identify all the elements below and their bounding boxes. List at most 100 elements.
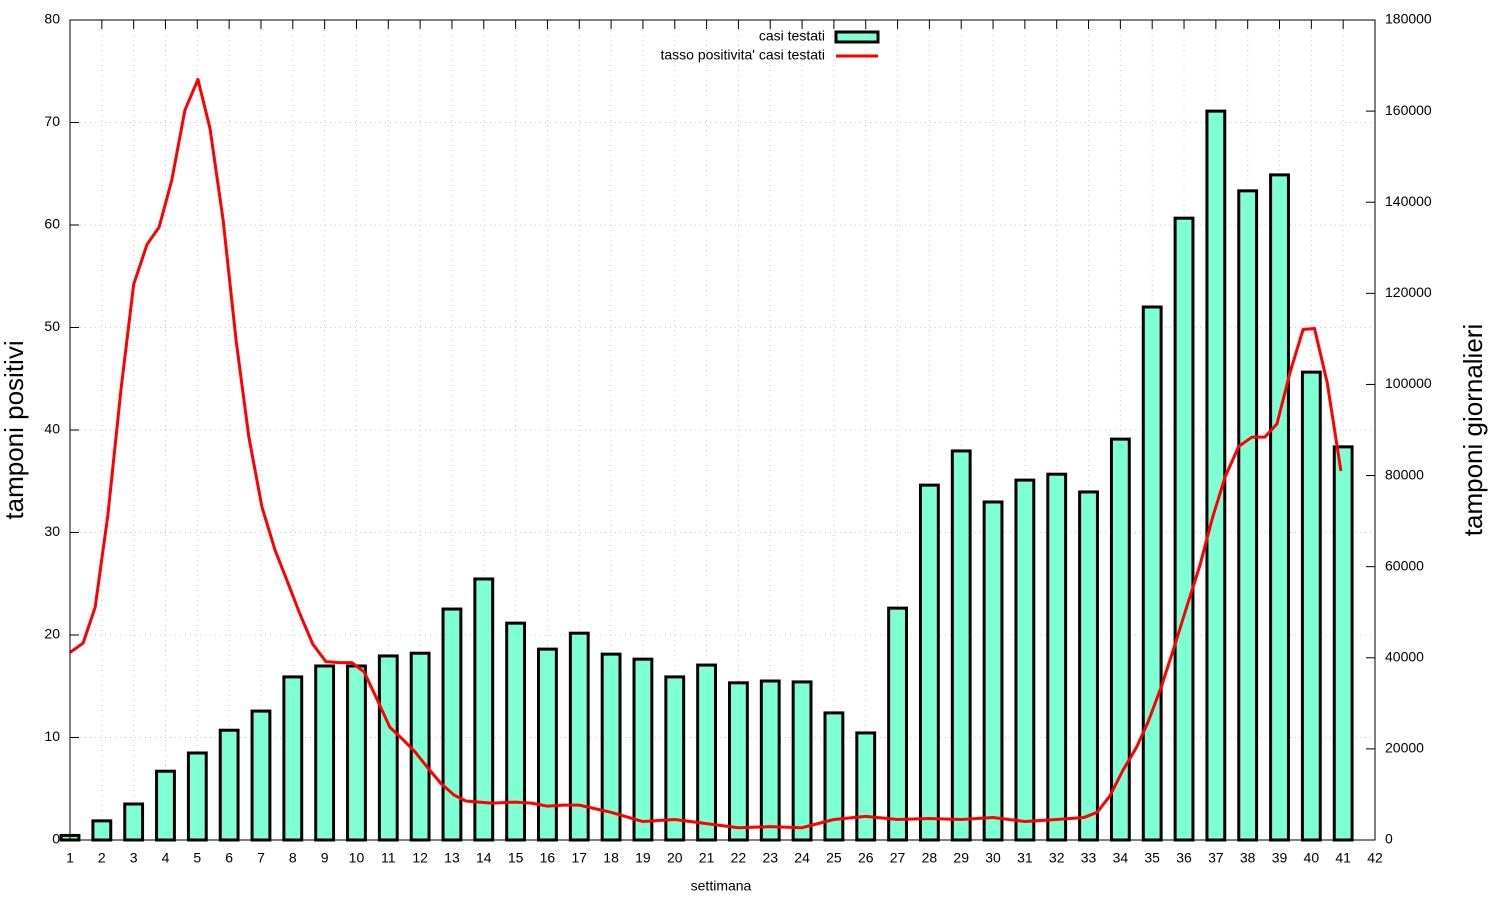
bar xyxy=(505,621,527,842)
y2-tick-label: 160000 xyxy=(1385,102,1432,118)
x-tick-label: 5 xyxy=(193,850,201,866)
x-tick-label: 34 xyxy=(1113,850,1129,866)
bar xyxy=(1237,189,1259,842)
bar xyxy=(123,802,145,842)
bar xyxy=(1078,490,1099,842)
y2-tick-label: 20000 xyxy=(1385,740,1424,756)
bar xyxy=(664,675,686,842)
bar xyxy=(1173,216,1195,842)
x-tick-label: 26 xyxy=(858,850,874,866)
bar xyxy=(282,675,304,842)
x-tick-label: 16 xyxy=(540,850,556,866)
bar xyxy=(377,654,399,842)
x-tick-label: 41 xyxy=(1335,850,1351,866)
x-tick-label: 2 xyxy=(98,850,106,866)
legend-label: tasso positivita' casi testati xyxy=(660,47,825,63)
y-tick-label: 80 xyxy=(44,11,60,27)
y2-axis-label: tamponi giornalieri xyxy=(1458,324,1488,536)
bar xyxy=(314,664,336,842)
bar xyxy=(91,819,113,842)
x-tick-label: 19 xyxy=(635,850,651,866)
x-tick-label: 40 xyxy=(1304,850,1320,866)
legend-label: casi testati xyxy=(759,28,825,44)
x-tick-label: 21 xyxy=(699,850,715,866)
bar xyxy=(155,769,176,842)
bar xyxy=(982,500,1004,842)
x-tick-label: 7 xyxy=(257,850,265,866)
x-tick-label: 15 xyxy=(508,850,524,866)
bar xyxy=(186,751,208,842)
y2-tick-label: 100000 xyxy=(1385,375,1432,391)
x-tick-label: 39 xyxy=(1272,850,1288,866)
bar xyxy=(950,449,972,842)
y-tick-label: 50 xyxy=(44,318,60,334)
y2-tick-label: 180000 xyxy=(1385,11,1432,27)
y-tick-label: 70 xyxy=(44,113,60,129)
x-tick-label: 14 xyxy=(476,850,492,866)
x-tick-label: 24 xyxy=(794,850,810,866)
x-tick-label: 25 xyxy=(826,850,842,866)
bar xyxy=(568,631,590,842)
x-tick-label: 30 xyxy=(985,850,1001,866)
bar xyxy=(346,664,367,842)
y2-tick-label: 120000 xyxy=(1385,284,1432,300)
x-tick-label: 38 xyxy=(1240,850,1256,866)
x-tick-label: 17 xyxy=(571,850,587,866)
bar xyxy=(696,663,717,842)
x-tick-label: 13 xyxy=(444,850,460,866)
bar xyxy=(791,680,813,842)
x-tick-label: 28 xyxy=(922,850,938,866)
x-tick-label: 29 xyxy=(953,850,969,866)
x-tick-label: 27 xyxy=(890,850,906,866)
y2-tick-label: 40000 xyxy=(1385,648,1424,664)
x-tick-label: 10 xyxy=(349,850,365,866)
x-tick-label: 32 xyxy=(1049,850,1065,866)
bar xyxy=(1269,173,1290,842)
x-tick-label: 12 xyxy=(412,850,428,866)
bar xyxy=(759,679,781,842)
bar xyxy=(1300,370,1322,842)
x-tick-label: 6 xyxy=(225,850,233,866)
y2-tick-label: 0 xyxy=(1385,831,1393,847)
y-tick-label: 30 xyxy=(44,523,60,539)
x-tick-label: 31 xyxy=(1017,850,1033,866)
x-tick-label: 4 xyxy=(162,850,170,866)
bar xyxy=(1046,472,1068,842)
bar xyxy=(537,647,558,842)
y2-tick-label: 140000 xyxy=(1385,193,1432,209)
x-tick-label: 18 xyxy=(603,850,619,866)
bar xyxy=(1141,305,1163,842)
x-tick-label: 20 xyxy=(667,850,683,866)
y2-tick-label: 60000 xyxy=(1385,557,1424,573)
bar xyxy=(632,657,654,842)
x-tick-label: 11 xyxy=(381,850,396,866)
line xyxy=(69,77,1343,830)
x-tick-label: 33 xyxy=(1081,850,1097,866)
x-tick-label: 22 xyxy=(731,850,747,866)
y-tick-label: 0 xyxy=(52,831,60,847)
bar xyxy=(1205,109,1227,842)
y-tick-label: 60 xyxy=(44,216,60,232)
x-tick-label: 37 xyxy=(1208,850,1224,866)
x-tick-label: 3 xyxy=(130,850,138,866)
y-axis-label: tamponi positivi xyxy=(0,340,29,519)
y-tick-label: 10 xyxy=(44,728,60,744)
y-tick-label: 20 xyxy=(44,626,60,642)
x-tick-label: 1 xyxy=(66,850,74,866)
bar xyxy=(1109,437,1131,842)
x-tick-label: 23 xyxy=(762,850,778,866)
bar xyxy=(409,651,431,842)
x-tick-label: 42 xyxy=(1367,850,1383,866)
bar xyxy=(887,606,908,842)
bar xyxy=(728,681,749,842)
bar xyxy=(1332,445,1354,842)
x-tick-label: 35 xyxy=(1144,850,1160,866)
plot-frame xyxy=(69,19,1376,841)
x-tick-label: 8 xyxy=(289,850,297,866)
x-tick-label: 9 xyxy=(321,850,329,866)
bar xyxy=(218,728,240,842)
bar xyxy=(855,731,877,842)
bar xyxy=(441,607,463,842)
x-axis-label: settimana xyxy=(691,878,752,894)
